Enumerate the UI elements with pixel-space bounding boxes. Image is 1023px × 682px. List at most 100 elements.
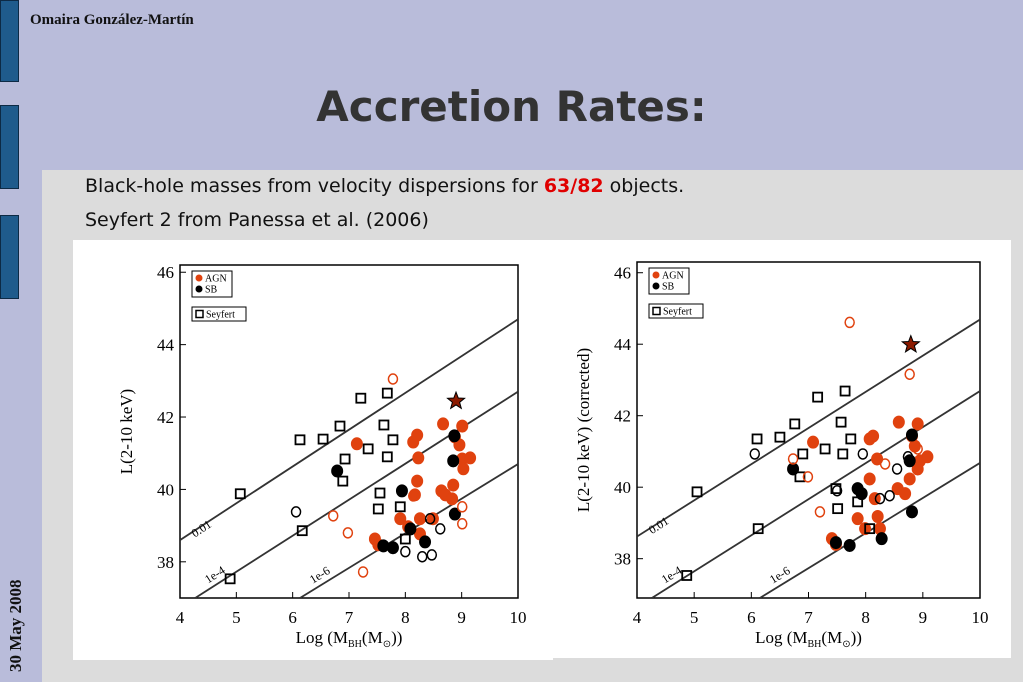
legend-swatch: [652, 271, 660, 279]
square-marker: [852, 496, 864, 508]
square-marker: [296, 525, 308, 537]
square-marker: [864, 523, 876, 535]
square-marker: [294, 434, 306, 446]
x-tick-label: 7: [345, 608, 354, 627]
circle-marker: [867, 429, 880, 443]
x-label-part: (M: [362, 628, 383, 647]
square-marker: [794, 471, 806, 483]
x-label-part: ⊙: [383, 639, 391, 650]
x-tick-label: 7: [804, 608, 813, 627]
y-tick-label: 46: [614, 264, 631, 283]
ratio-line: [651, 390, 980, 598]
open-circle-marker: [857, 448, 869, 460]
square-marker: [355, 392, 367, 404]
y-tick-label: 42: [614, 407, 631, 426]
x-tick-label: 8: [861, 608, 870, 627]
y-axis-label: L(2-10 keV): [117, 389, 136, 474]
x-axis-label: Log (MBH(M⊙)): [296, 628, 403, 650]
legend-swatch: [652, 282, 660, 290]
square-marker: [751, 433, 763, 445]
circle-marker: [419, 535, 432, 549]
x-label-part: (M: [821, 628, 842, 647]
legend-box: [191, 306, 247, 322]
open-circle-marker: [814, 506, 826, 518]
square-marker: [381, 387, 393, 399]
x-tick-label: 9: [919, 608, 928, 627]
x-tick-label: 9: [457, 608, 466, 627]
circle-marker: [331, 464, 344, 478]
text: Black-hole masses from velocity dispersi…: [85, 175, 544, 197]
author: Omaira González-Martín: [30, 12, 194, 28]
open-circle-marker: [802, 471, 814, 483]
square-marker: [797, 448, 809, 460]
open-circle-marker: [327, 510, 339, 522]
circle-marker: [457, 462, 470, 476]
x-tick-label: 4: [633, 608, 642, 627]
x-tick-label: 6: [747, 608, 756, 627]
y-tick-label: 44: [614, 335, 632, 354]
circle-marker: [464, 451, 477, 465]
x-tick-label: 5: [690, 608, 699, 627]
square-marker: [378, 419, 390, 431]
legend-label: SB: [662, 282, 675, 293]
open-circle-marker: [357, 566, 369, 578]
square-marker: [839, 385, 851, 397]
circle-marker: [448, 429, 461, 443]
open-circle-marker: [902, 451, 914, 463]
open-circle-marker: [749, 448, 761, 460]
square-marker: [372, 503, 384, 515]
x-label-part: Log (M: [296, 628, 348, 647]
x-tick-label: 10: [510, 608, 527, 627]
open-circle-marker: [874, 492, 886, 505]
circle-marker: [892, 415, 905, 429]
legend-swatch: [652, 306, 661, 316]
side-bar: [0, 0, 19, 82]
x-label-part: )): [851, 628, 862, 647]
star-marker: [900, 334, 921, 354]
circle-marker: [411, 428, 424, 442]
open-circle-marker: [424, 512, 436, 525]
side-bar: [0, 215, 19, 299]
square-marker: [387, 434, 399, 446]
legend-label: SB: [205, 285, 218, 296]
square-marker: [374, 487, 386, 499]
square-marker: [334, 420, 346, 432]
y-tick-label: 40: [614, 478, 631, 497]
open-circle-marker: [416, 550, 428, 563]
text-line: Black-hole masses from velocity dispersi…: [85, 175, 684, 197]
x-tick-label: 5: [232, 608, 241, 627]
legend-label: Seyfert: [206, 310, 235, 321]
square-marker: [830, 483, 842, 495]
square-marker: [752, 523, 764, 535]
circle-marker: [447, 454, 460, 468]
circle-marker: [871, 510, 884, 524]
square-marker: [774, 431, 786, 443]
x-tick-label: 8: [401, 608, 410, 627]
open-circle-marker: [891, 463, 903, 475]
circle-marker: [911, 462, 924, 476]
y-tick-label: 42: [157, 408, 174, 427]
x-label-part: Log (M: [755, 628, 807, 647]
x-tick-label: 6: [288, 608, 297, 627]
y-tick-label: 46: [157, 263, 174, 282]
square-marker: [224, 573, 236, 585]
open-circle-marker: [456, 518, 468, 530]
text: objects.: [603, 175, 685, 197]
y-tick-label: 38: [157, 553, 174, 572]
open-circle-marker: [844, 316, 855, 329]
legend-swatch: [195, 274, 203, 282]
y-tick-label: 40: [157, 480, 174, 499]
open-circle-marker: [407, 490, 419, 502]
square-marker: [789, 418, 801, 430]
circle-marker: [448, 507, 461, 521]
x-tick-label: 4: [176, 608, 185, 627]
circle-marker: [829, 536, 842, 550]
y-axis-label: L(2-10 keV) (corrected): [574, 348, 593, 512]
circle-marker: [394, 512, 407, 526]
circle-marker: [863, 472, 876, 486]
square-marker: [337, 475, 349, 487]
open-circle-marker: [912, 443, 923, 455]
circle-marker: [899, 487, 912, 501]
circle-marker: [456, 419, 469, 433]
square-marker: [835, 416, 847, 428]
